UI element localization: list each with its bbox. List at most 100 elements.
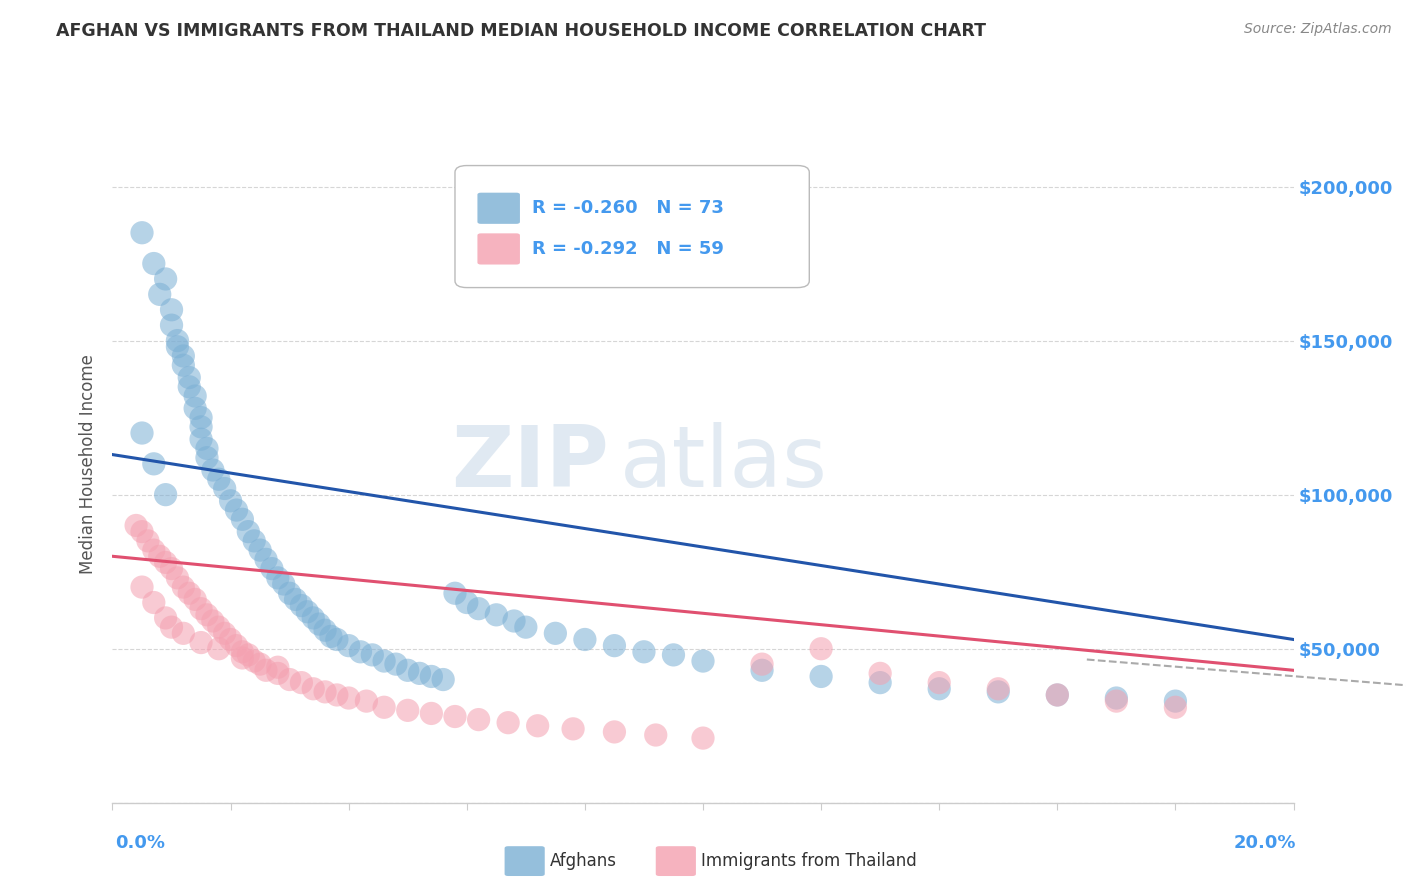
Point bbox=[190, 635, 212, 649]
Point bbox=[485, 607, 508, 622]
Point bbox=[184, 401, 207, 416]
Text: Immigrants from Thailand: Immigrants from Thailand bbox=[700, 852, 917, 870]
Point bbox=[160, 302, 183, 317]
Point bbox=[574, 632, 596, 647]
Point bbox=[219, 632, 242, 647]
Point bbox=[1164, 700, 1187, 714]
Point bbox=[142, 595, 165, 609]
Point bbox=[149, 287, 172, 301]
Point bbox=[396, 703, 419, 717]
Point bbox=[408, 666, 430, 681]
Point bbox=[179, 380, 201, 394]
Point bbox=[349, 645, 371, 659]
Point bbox=[278, 586, 301, 600]
Point bbox=[1046, 688, 1069, 702]
Point bbox=[155, 556, 177, 570]
Point bbox=[290, 675, 312, 690]
Point bbox=[179, 586, 201, 600]
Point bbox=[373, 654, 395, 668]
Text: atlas: atlas bbox=[620, 422, 828, 506]
Text: ZIP: ZIP bbox=[451, 422, 609, 506]
Point bbox=[326, 632, 349, 647]
FancyBboxPatch shape bbox=[478, 234, 520, 265]
Point bbox=[184, 592, 207, 607]
FancyBboxPatch shape bbox=[655, 847, 696, 876]
Point bbox=[467, 601, 489, 615]
Point bbox=[444, 586, 467, 600]
Point bbox=[254, 552, 277, 566]
Point bbox=[267, 660, 290, 674]
Point bbox=[214, 626, 236, 640]
Point bbox=[190, 420, 212, 434]
Point bbox=[337, 691, 360, 706]
Point bbox=[184, 389, 207, 403]
Point bbox=[302, 681, 325, 696]
Text: Afghans: Afghans bbox=[550, 852, 616, 870]
Point bbox=[201, 463, 224, 477]
Point bbox=[166, 571, 188, 585]
Point bbox=[267, 571, 290, 585]
Point bbox=[319, 629, 342, 643]
Point bbox=[503, 614, 526, 628]
Text: R = -0.260   N = 73: R = -0.260 N = 73 bbox=[531, 199, 724, 218]
Point bbox=[420, 669, 443, 683]
Point bbox=[231, 512, 253, 526]
Point bbox=[160, 318, 183, 333]
Point bbox=[373, 700, 395, 714]
Point bbox=[633, 645, 655, 659]
Point bbox=[314, 624, 336, 638]
Point bbox=[131, 524, 153, 539]
Point bbox=[562, 722, 585, 736]
Point bbox=[172, 580, 194, 594]
Point bbox=[231, 645, 253, 659]
Point bbox=[142, 457, 165, 471]
Point bbox=[131, 425, 153, 440]
Y-axis label: Median Household Income: Median Household Income bbox=[79, 354, 97, 574]
Point bbox=[751, 663, 773, 677]
Point bbox=[190, 601, 212, 615]
Point bbox=[267, 666, 290, 681]
Point bbox=[254, 663, 277, 677]
Point bbox=[515, 620, 537, 634]
Point bbox=[810, 641, 832, 656]
Point bbox=[467, 713, 489, 727]
Point bbox=[297, 605, 319, 619]
Point bbox=[195, 450, 218, 465]
Point bbox=[444, 709, 467, 723]
Text: Source: ZipAtlas.com: Source: ZipAtlas.com bbox=[1244, 22, 1392, 37]
Point bbox=[290, 599, 312, 613]
Point bbox=[166, 340, 188, 354]
Point bbox=[751, 657, 773, 672]
Point bbox=[214, 482, 236, 496]
Point bbox=[243, 654, 266, 668]
Point bbox=[136, 533, 159, 548]
Point bbox=[190, 432, 212, 446]
Point bbox=[662, 648, 685, 662]
Point bbox=[314, 685, 336, 699]
Point bbox=[160, 561, 183, 575]
Point bbox=[603, 639, 626, 653]
Point bbox=[208, 620, 231, 634]
Text: R = -0.292   N = 59: R = -0.292 N = 59 bbox=[531, 240, 724, 258]
Point bbox=[284, 592, 307, 607]
Point bbox=[142, 543, 165, 558]
Point bbox=[172, 358, 194, 372]
Point bbox=[526, 719, 548, 733]
Point bbox=[195, 607, 218, 622]
Point bbox=[420, 706, 443, 721]
Point bbox=[131, 580, 153, 594]
Point bbox=[225, 503, 247, 517]
FancyBboxPatch shape bbox=[478, 193, 520, 224]
FancyBboxPatch shape bbox=[456, 166, 810, 287]
Point bbox=[810, 669, 832, 683]
Point bbox=[190, 410, 212, 425]
Point bbox=[356, 694, 378, 708]
Point bbox=[456, 595, 478, 609]
Point bbox=[928, 675, 950, 690]
Point bbox=[987, 681, 1010, 696]
Point bbox=[238, 648, 260, 662]
FancyBboxPatch shape bbox=[505, 847, 544, 876]
Point bbox=[155, 488, 177, 502]
Point bbox=[337, 639, 360, 653]
Point bbox=[131, 226, 153, 240]
